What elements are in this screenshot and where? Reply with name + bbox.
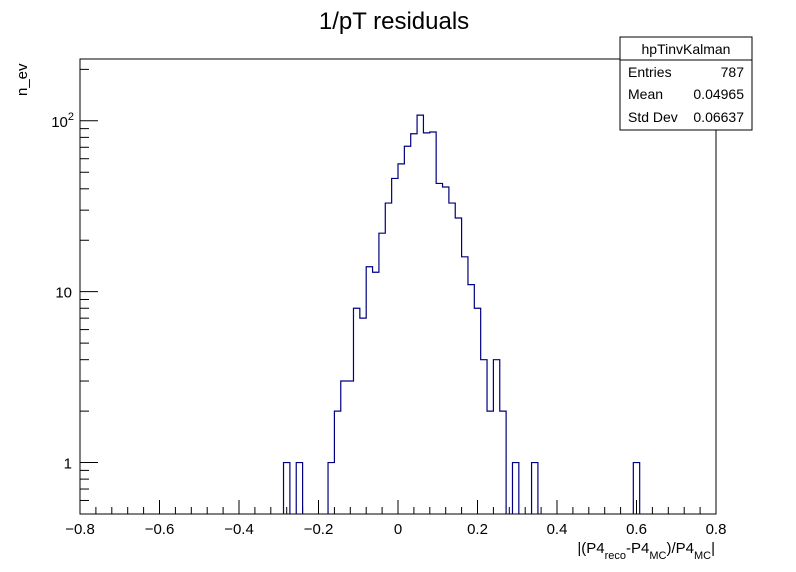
histogram-bin <box>379 233 385 514</box>
histogram-bin <box>334 411 340 514</box>
x-tick-label: 0.4 <box>547 521 568 538</box>
y-tick-label: 1 <box>64 456 72 473</box>
histogram-outline <box>282 114 641 514</box>
x-axis: −0.8 −0.6 −0.4 −0.2 0 0.2 0.4 0.6 0.8 <box>65 500 726 538</box>
x-tick-label: −0.2 <box>304 521 334 538</box>
x-tick-label: 0.8 <box>706 521 727 538</box>
histogram-bin <box>296 463 302 514</box>
histogram-bin <box>455 218 461 514</box>
histogram-bin <box>284 463 290 514</box>
stats-box: hpTinvKalman Entries 787 Mean 0.04965 St… <box>619 36 753 131</box>
histogram-bin <box>341 381 347 514</box>
histogram-bin <box>423 133 429 514</box>
histogram-bin <box>468 285 474 514</box>
stats-mean-value: 0.04965 <box>693 86 744 102</box>
x-tick-label: 0.6 <box>626 521 647 538</box>
histogram-bin <box>487 411 493 514</box>
histogram-bin <box>532 463 538 514</box>
histogram-bin <box>353 308 359 514</box>
stats-entries-value: 787 <box>721 64 745 80</box>
histogram-bin <box>373 272 379 514</box>
x-tick-label: −0.4 <box>224 521 254 538</box>
histogram-bin <box>398 164 404 514</box>
histogram-bin <box>392 178 398 514</box>
histogram-bin <box>449 203 455 514</box>
stats-entries-label: Entries <box>628 64 672 80</box>
histogram-bin <box>366 267 372 514</box>
histogram-bin <box>500 411 506 514</box>
stats-stddev-label: Std Dev <box>628 109 678 125</box>
y-axis-label: n_ev <box>14 63 31 96</box>
stats-histogram-name: hpTinvKalman <box>642 41 731 57</box>
histogram-bin <box>443 187 449 514</box>
histogram-bin <box>417 115 423 514</box>
stats-box-frame <box>619 36 753 131</box>
histogram-bin <box>436 183 442 514</box>
y-tick-label: 102 <box>51 111 74 131</box>
histogram-bin <box>474 308 480 514</box>
x-tick-label: −0.6 <box>145 521 175 538</box>
histogram-bin <box>385 203 391 514</box>
stats-mean-label: Mean <box>628 86 663 102</box>
histogram-bin <box>430 132 436 514</box>
histogram-bin <box>512 463 518 514</box>
x-tick-label: −0.8 <box>65 521 95 538</box>
histogram-bin <box>493 360 499 514</box>
histogram-series <box>282 114 641 514</box>
y-axis: 1 10 102 <box>51 68 98 515</box>
histogram-bin <box>481 360 487 514</box>
x-tick-label: 0.2 <box>467 521 488 538</box>
histogram-bin <box>462 257 468 514</box>
x-tick-label: 0 <box>394 521 402 538</box>
histogram-bin <box>360 318 366 514</box>
x-axis-label: |(P4reco-P4MC)/P4MC| <box>577 540 715 562</box>
histogram-bin <box>633 463 639 514</box>
stats-stddev-value: 0.06637 <box>693 109 744 125</box>
histogram-bin <box>404 146 410 514</box>
histogram-bin <box>328 463 334 514</box>
y-tick-label: 10 <box>55 285 72 302</box>
chart-title: 1/pT residuals <box>319 8 469 35</box>
histogram-bin <box>411 134 417 514</box>
histogram-bin <box>347 381 353 514</box>
